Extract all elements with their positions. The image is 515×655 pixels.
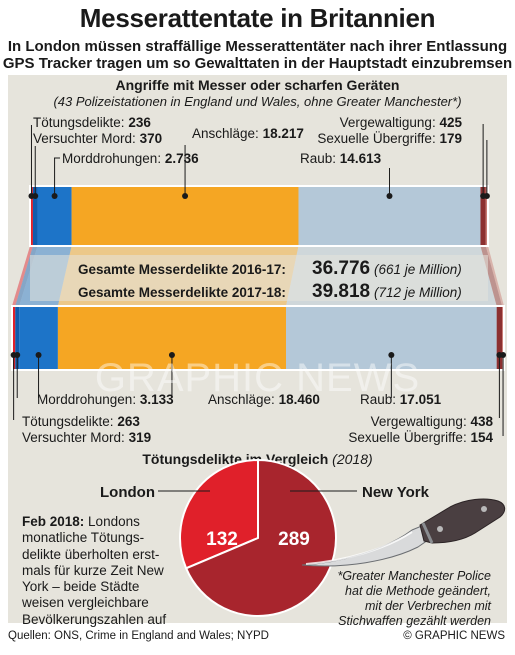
label-2016-sexuelle-uebergriffe: Sexuelle Übergriffe: 179 xyxy=(317,131,462,146)
pie-slice-london xyxy=(179,458,259,570)
total-2017-value: 39.818 xyxy=(312,281,371,302)
leader-2017-raub-dot xyxy=(388,352,395,358)
page-title: Messerattentate in Britannien xyxy=(79,3,436,33)
label-2016-toetung: Tötungsdelikte: 236 xyxy=(33,115,151,130)
section-title: Angriffe mit Messer oder scharfen Geräte… xyxy=(115,77,400,93)
subtitle-line-2: GPS Tracker tragen um so Gewalttaten in … xyxy=(2,55,513,72)
sources: Quellen: ONS, Crime in England and Wales… xyxy=(8,630,269,642)
pie-label-london: 132 xyxy=(206,529,238,550)
funnel-toetung xyxy=(12,246,33,306)
funnel-sexuelle_uebergriffe xyxy=(485,246,504,306)
leader-2017-anschlaege-dot xyxy=(168,352,175,358)
total-2017-per-million: (712 je Million) xyxy=(374,285,462,300)
bar-2016-17-toetung xyxy=(30,186,33,246)
totals-band xyxy=(30,255,488,301)
subtitle-line-1: In London müssen straffällige Messeratte… xyxy=(7,38,508,55)
leader-2017-sexuelle-uebergriffe-dot xyxy=(500,352,507,358)
label-2017-raub: Raub: 17.051 xyxy=(360,392,442,407)
label-2017-anschlaege: Anschläge: 18.460 xyxy=(208,392,320,407)
pie-label-new-york: 289 xyxy=(278,529,310,550)
new-york-label: New York xyxy=(362,484,429,501)
label-2017-sexuelle-uebergriffe: Sexuelle Übergriffe: 154 xyxy=(348,430,493,445)
section-subtitle: (43 Polizeistationen in England und Wale… xyxy=(53,94,462,109)
leader-2016-versuchter-mord-dot xyxy=(32,193,39,199)
bar-2017-18-vergewaltigung xyxy=(496,306,503,370)
bar-2016-17-versuchter_mord xyxy=(32,186,38,246)
credit: © GRAPHIC NEWS xyxy=(403,630,505,642)
leader-2016-sexuelle-uebergriffe-dot xyxy=(483,193,490,199)
stacked-bar-chart xyxy=(10,124,507,436)
total-2017-label: Gesamte Messerdelikte 2017-18: xyxy=(78,285,286,300)
label-2016-morddrohungen: Morddrohungen: 2.736 xyxy=(62,151,199,166)
total-2016-value: 36.776 xyxy=(312,258,371,279)
london-label: London xyxy=(100,484,155,501)
label-2016-anschlaege: Anschläge: 18.217 xyxy=(192,126,304,141)
bar-2017-18-versuchter_mord xyxy=(15,306,20,370)
leader-2017-versuchter-mord-dot xyxy=(14,352,21,358)
bar-outline-2017-18 xyxy=(11,305,505,371)
label-2017-morddrohungen: Morddrohungen: 3.133 xyxy=(37,392,174,407)
feb-note: Feb 2018: Londons monatliche Tötungs- de… xyxy=(22,514,167,627)
leader-2016-raub-dot xyxy=(386,193,393,199)
bar-outline-2016-17 xyxy=(29,185,489,247)
label-2017-versuchter-mord: Versuchter Mord: 319 xyxy=(22,430,152,445)
pie-slice-new-york xyxy=(184,458,337,617)
total-2016-per-million: (661 je Million) xyxy=(374,262,462,277)
leader-2017-morddrohungen-dot xyxy=(35,352,42,358)
bar-2017-18-toetung xyxy=(12,306,16,370)
knife-icon xyxy=(301,498,506,567)
label-2017-toetung: Tötungsdelikte: 263 xyxy=(22,414,140,429)
footnote: *Greater Manchester Police hat die Metho… xyxy=(337,569,491,628)
leader-2016-morddrohungen-dot xyxy=(51,193,58,199)
watermark: GRAPHIC NEWS xyxy=(94,356,421,400)
label-2016-vergewaltigung: Vergewaltigung: 425 xyxy=(339,115,462,130)
bar-2016-17-sexuelle_uebergriffe xyxy=(485,186,488,246)
label-2017-vergewaltigung: Vergewaltigung: 438 xyxy=(370,414,493,429)
label-2016-versuchter-mord: Versuchter Mord: 370 xyxy=(33,131,163,146)
label-2016-raub: Raub: 14.613 xyxy=(300,151,382,166)
pie-chart: 132 289 xyxy=(158,458,357,617)
bar-2016-17-vergewaltigung xyxy=(480,186,486,246)
leader-2016-anschlaege-dot xyxy=(182,193,189,199)
total-2016-label: Gesamte Messerdelikte 2016-17: xyxy=(78,262,286,277)
